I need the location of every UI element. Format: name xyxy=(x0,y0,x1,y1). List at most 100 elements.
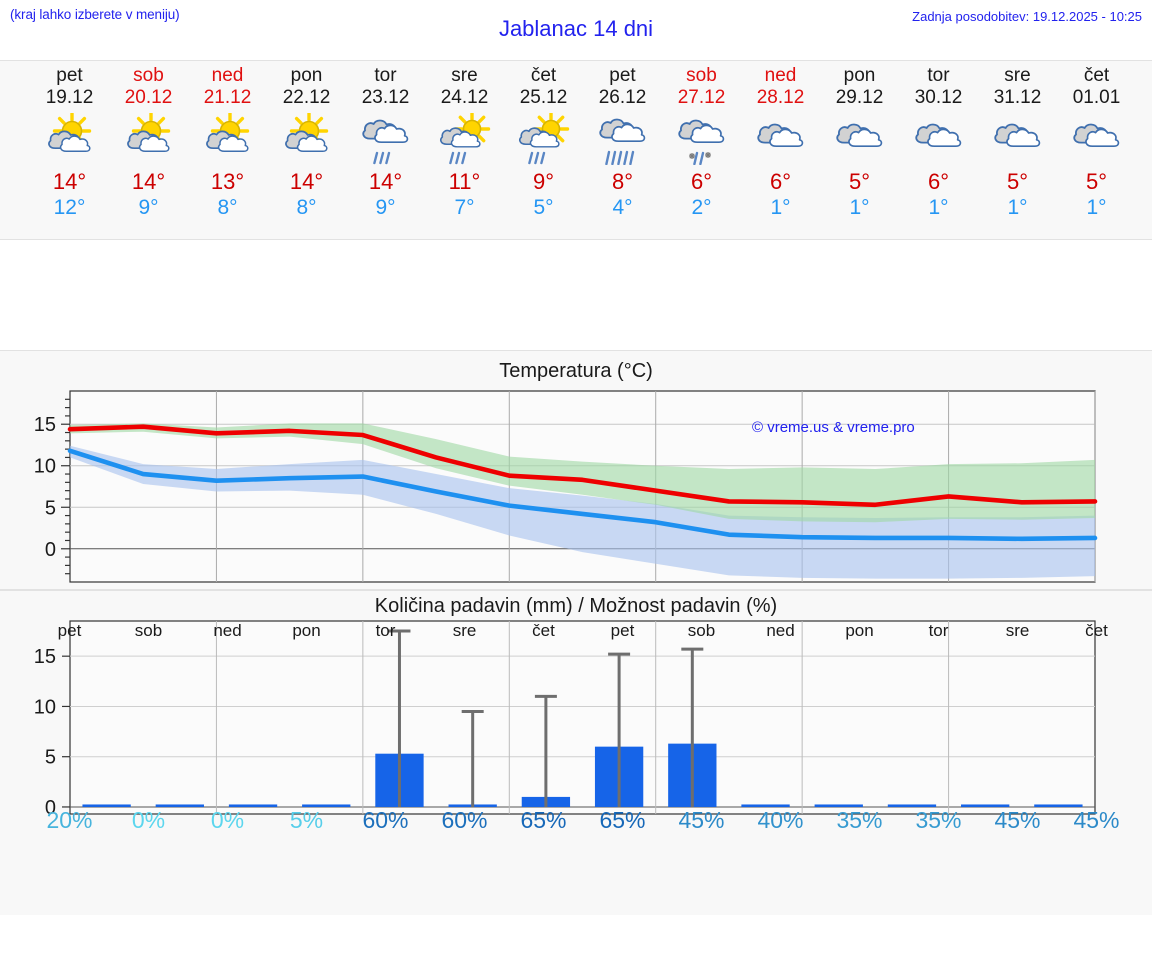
day-name: pon xyxy=(843,65,876,86)
day-column[interactable]: sre 31.12 5° 1° xyxy=(978,61,1057,241)
day-column[interactable]: sre 24.12 11° 7° xyxy=(425,61,504,241)
sun-cloud-rain-icon xyxy=(504,112,583,166)
precip-day-label: čet xyxy=(1085,621,1108,640)
cloud-icon xyxy=(978,112,1057,166)
day-column[interactable]: ned 28.12 6° 1° xyxy=(741,61,820,241)
day-temp-min: 2° xyxy=(691,196,712,219)
sun-behind-cloud-icon xyxy=(30,112,109,166)
precip-probability-label: 60% xyxy=(362,807,409,833)
precip-day-label: sre xyxy=(1005,621,1030,640)
svg-text:10: 10 xyxy=(34,456,56,478)
day-name: sre xyxy=(451,65,478,86)
day-temp-min: 1° xyxy=(1086,196,1107,219)
precip-probability-label: 20% xyxy=(46,807,93,833)
precip-day-label: tor xyxy=(928,621,949,640)
day-date: 30.12 xyxy=(914,87,963,108)
svg-text:5: 5 xyxy=(45,497,56,519)
precip-probability-label: 45% xyxy=(1073,807,1120,833)
page-title: Jablanac 14 dni xyxy=(498,16,654,41)
day-date: 29.12 xyxy=(835,87,884,108)
day-temp-min: 9° xyxy=(375,196,396,219)
temperature-chart-title: Temperatura (°C) xyxy=(499,360,653,382)
day-temp-min: 7° xyxy=(454,196,475,219)
precip-probability-label: 5% xyxy=(289,807,324,833)
precip-probability-label: 0% xyxy=(131,807,166,833)
precip-probability-label: 45% xyxy=(994,807,1041,833)
cloud-icon xyxy=(820,112,899,166)
day-temp-min: 12° xyxy=(53,196,86,219)
day-name: ned xyxy=(211,65,244,86)
day-date: 21.12 xyxy=(203,87,252,108)
last-update-text: Zadnja posodobitev: 19.12.2025 - 10:25 xyxy=(912,9,1142,24)
precip-probability-label: 45% xyxy=(678,807,725,833)
day-column[interactable]: pet 19.12 14° 12° xyxy=(30,61,109,241)
precip-day-label: sre xyxy=(452,621,477,640)
day-date: 23.12 xyxy=(361,87,410,108)
day-temp-min: 5° xyxy=(533,196,554,219)
precip-probability-label: 65% xyxy=(520,807,567,833)
day-temp-max: 6° xyxy=(927,169,950,194)
day-date: 31.12 xyxy=(993,87,1042,108)
day-temp-min: 8° xyxy=(296,196,317,219)
day-temp-max: 14° xyxy=(52,169,87,194)
day-date: 19.12 xyxy=(45,87,94,108)
sun-behind-cloud-icon xyxy=(267,112,346,166)
day-date: 22.12 xyxy=(282,87,331,108)
day-date: 27.12 xyxy=(677,87,726,108)
copyright-label: © vreme.us & vreme.pro xyxy=(752,419,915,436)
day-temp-max: 14° xyxy=(368,169,403,194)
day-temp-min: 8° xyxy=(217,196,238,219)
day-temp-min: 1° xyxy=(1007,196,1028,219)
precip-probability-label: 35% xyxy=(836,807,883,833)
precip-probability-label: 0% xyxy=(210,807,245,833)
day-temp-max: 5° xyxy=(848,169,871,194)
day-temp-max: 14° xyxy=(131,169,166,194)
day-column[interactable]: čet 01.01 5° 1° xyxy=(1057,61,1136,241)
sun-behind-cloud-icon xyxy=(188,112,267,166)
day-column[interactable]: ned 21.12 13° 8° xyxy=(188,61,267,241)
cloud-heavy-rain-icon xyxy=(583,112,662,166)
day-column[interactable]: čet 25.12 9° 5° xyxy=(504,61,583,241)
day-column[interactable]: pet 26.12 8° 4° xyxy=(583,61,662,241)
precip-probability-label: 40% xyxy=(757,807,804,833)
day-column[interactable]: tor 30.12 6° 1° xyxy=(899,61,978,241)
precip-day-label: sob xyxy=(134,621,163,640)
day-column[interactable]: pon 22.12 14° 8° xyxy=(267,61,346,241)
cloud-light-rain-icon xyxy=(346,112,425,166)
day-temp-max: 9° xyxy=(532,169,555,194)
day-column[interactable]: sob 27.12 6° 2° xyxy=(662,61,741,241)
day-date: 28.12 xyxy=(756,87,805,108)
day-column[interactable]: pon 29.12 5° 1° xyxy=(820,61,899,241)
day-name: pet xyxy=(609,65,636,86)
day-temp-min: 4° xyxy=(612,196,633,219)
precip-day-label: pet xyxy=(610,621,635,640)
precip-probability-label: 60% xyxy=(441,807,488,833)
day-date: 20.12 xyxy=(124,87,173,108)
svg-text:15: 15 xyxy=(34,414,56,436)
precipitation-chart-panel: Količina padavin (mm) / Možnost padavin … xyxy=(0,590,1152,915)
day-temp-min: 1° xyxy=(849,196,870,219)
precip-day-label: sob xyxy=(687,621,716,640)
cloud-icon xyxy=(1057,112,1136,166)
day-date: 01.01 xyxy=(1072,87,1121,108)
temperature-chart-panel: Temperatura (°C) 0 5 10 15 © vreme.us & vre… xyxy=(0,350,1152,590)
day-temp-max: 13° xyxy=(210,169,245,194)
svg-text:0: 0 xyxy=(45,797,56,819)
precip-probability-label: 35% xyxy=(915,807,962,833)
precip-day-label: ned xyxy=(766,621,795,640)
day-temp-max: 5° xyxy=(1085,169,1108,194)
cloud-sleet-icon xyxy=(662,112,741,166)
day-name: čet xyxy=(1083,65,1110,86)
page-header: (kraj lahko izberete v meniju) Jablanac … xyxy=(0,0,1152,60)
sun-cloud-rain-icon xyxy=(425,112,504,166)
day-temp-max: 8° xyxy=(611,169,634,194)
day-temp-min: 9° xyxy=(138,196,159,219)
day-temp-max: 14° xyxy=(289,169,324,194)
day-column[interactable]: tor 23.12 14° 9° xyxy=(346,61,425,241)
svg-text:10: 10 xyxy=(34,696,56,718)
day-name: pet xyxy=(56,65,83,86)
day-temp-max: 11° xyxy=(448,169,481,194)
day-name: sre xyxy=(1004,65,1031,86)
day-name: čet xyxy=(530,65,557,86)
day-column[interactable]: sob 20.12 14° 9° xyxy=(109,61,188,241)
